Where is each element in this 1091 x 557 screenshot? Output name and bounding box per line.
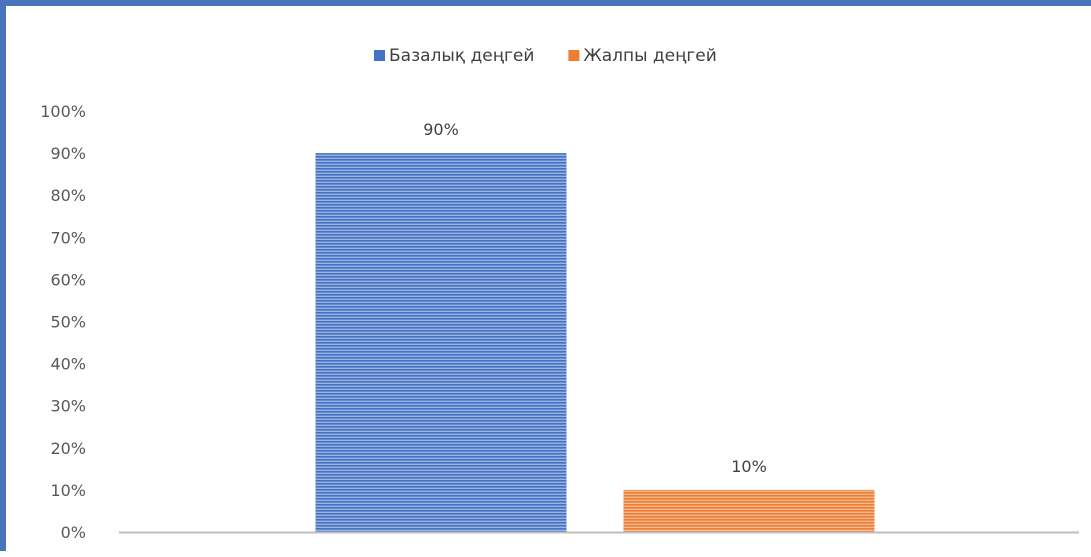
y-tick-label: 20% [50, 439, 86, 458]
bar-chart: Базалық деңгей Жалпы деңгей 0% 10% 20% 30% 40… [40, 46, 1079, 542]
data-labels: 90% 10% [423, 120, 767, 476]
bar-series-1 [315, 153, 567, 532]
legend-swatch [374, 50, 385, 61]
y-tick-label: 30% [50, 397, 86, 416]
bars [315, 153, 875, 532]
y-tick-label: 50% [50, 313, 86, 332]
legend-label: Жалпы деңгей [583, 46, 716, 66]
y-tick-label: 70% [50, 228, 86, 247]
data-label: 90% [423, 120, 459, 139]
y-tick-label: 80% [50, 186, 86, 205]
y-tick-label: 10% [50, 481, 86, 500]
bar-series-2 [623, 489, 875, 532]
legend-label: Базалық деңгей [389, 46, 534, 66]
y-axis: 0% 10% 20% 30% 40% 50% 60% 70% 80% 90% 100% [40, 102, 86, 542]
y-tick-label: 90% [50, 144, 86, 163]
y-tick-label: 40% [50, 355, 86, 374]
y-tick-label: 100% [40, 102, 86, 121]
y-tick-label: 60% [50, 270, 86, 289]
y-tick-label: 0% [61, 523, 86, 542]
data-label: 10% [731, 457, 767, 476]
legend: Базалық деңгей Жалпы деңгей [374, 46, 717, 66]
legend-swatch [568, 50, 580, 61]
